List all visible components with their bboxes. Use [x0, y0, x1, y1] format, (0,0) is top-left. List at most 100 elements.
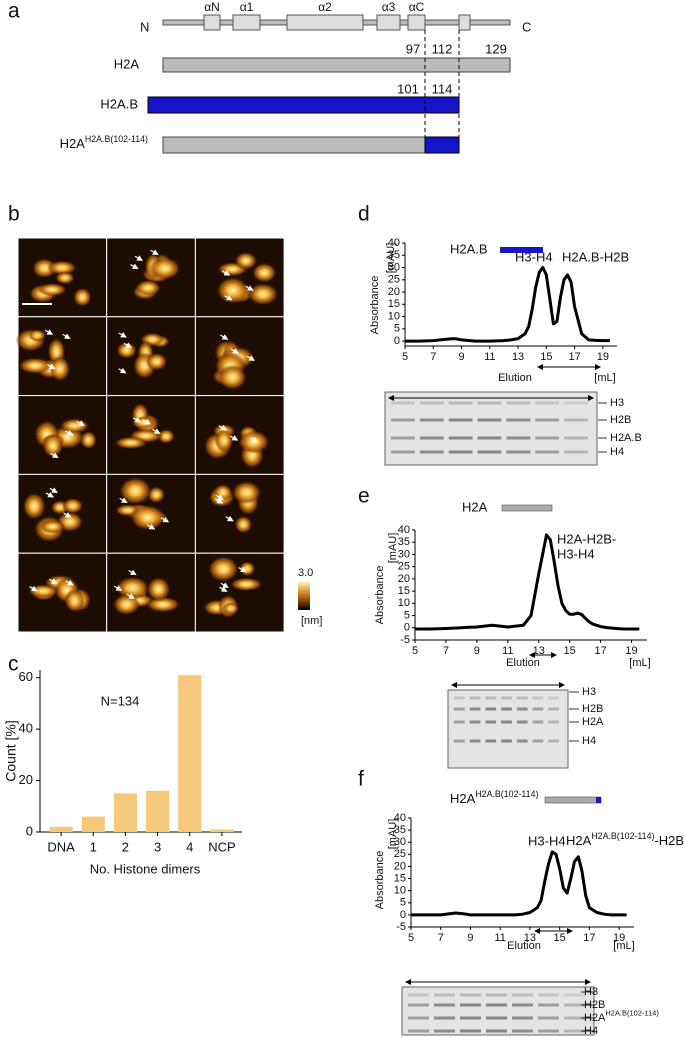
gel-band [532, 720, 544, 724]
y-tick-label: 15 [388, 298, 400, 310]
afm-blob [149, 257, 181, 280]
afm-arrow [220, 582, 229, 588]
helix-label: α3 [382, 0, 396, 14]
afm-image [106, 552, 196, 633]
afm-arrow [218, 424, 228, 431]
x-tick-label: 17 [568, 351, 580, 363]
afm-blob [28, 329, 47, 342]
gel-band [501, 739, 512, 743]
gel-band [516, 720, 528, 724]
bar [178, 675, 202, 832]
peak-label: H2A-H2B- [557, 531, 616, 546]
gel-band [506, 450, 531, 454]
afm-arrow [119, 497, 128, 503]
gel-band [535, 418, 560, 422]
gel-band [477, 436, 502, 440]
trace [411, 850, 627, 917]
bar [49, 826, 73, 832]
x-tick-label: 7 [438, 932, 444, 944]
panel-label: a [8, 0, 20, 23]
colorbar [298, 582, 310, 610]
y-axis-unit: [mAU] [387, 533, 399, 564]
gel-band [485, 707, 497, 711]
afm-blob [229, 577, 263, 592]
gel-band [538, 1029, 559, 1033]
afm-arrow [47, 363, 56, 370]
y-tick-label: 25 [394, 848, 406, 860]
gel-band [564, 1029, 585, 1033]
gel-band [486, 993, 507, 997]
gel-label: H2B [584, 999, 605, 1011]
panel-label: d [358, 203, 370, 226]
x-axis-unit: [mL] [629, 657, 650, 669]
gel-band [469, 696, 481, 700]
y-tick-label: 40 [394, 812, 406, 824]
afm-blob [234, 251, 258, 270]
construct-icon [500, 247, 543, 253]
afm-image [194, 316, 285, 397]
peak-label: H2AH2A.B(102-114)-H2B [566, 831, 684, 848]
afm-blob [22, 492, 46, 520]
afm-arrow [118, 332, 127, 338]
gel-band [548, 739, 559, 743]
afm-blob [247, 283, 279, 306]
afm-blob [131, 416, 156, 429]
x-tick-label: 17 [583, 932, 595, 944]
gel-band [485, 739, 497, 743]
construct-bar [424, 136, 460, 154]
peak-label: H2A.B-H2B [562, 249, 629, 264]
x-tick-label: 5 [412, 645, 418, 657]
colorbar-unit: [nm] [301, 615, 322, 627]
x-tick-label: 11 [494, 932, 505, 944]
afm-blob [146, 576, 171, 602]
panel-label: e [358, 485, 370, 508]
x-tick-label: 9 [458, 351, 464, 363]
x-tick-label: 15 [554, 932, 566, 944]
afm-arrow [76, 420, 85, 426]
afm-arrow [49, 578, 58, 584]
gel-label: H3 [582, 686, 596, 698]
x-tick-label: DNA [47, 839, 75, 854]
construct-bar [147, 96, 460, 114]
chart-title: H2A.B [450, 241, 488, 256]
afm-image [106, 237, 196, 318]
gel-label: H2B [610, 414, 631, 426]
afm-arrow [29, 585, 38, 592]
x-axis-title: No. Histone dimers [90, 861, 201, 876]
trace [405, 266, 610, 343]
y-axis-title: Absorbance [369, 276, 381, 335]
afm-arrow [49, 487, 58, 493]
helix-label: α1 [240, 0, 254, 14]
afm-arrow [50, 452, 59, 459]
afm-arrow [63, 512, 72, 518]
afm-arrow [128, 569, 137, 576]
x-tick-label: 2 [122, 839, 129, 854]
gel-band [408, 1029, 429, 1033]
n-terminus: N [140, 19, 149, 34]
afm-blob [135, 279, 161, 296]
y-tick-label: 15 [398, 585, 410, 597]
helix-box [203, 14, 221, 31]
construct-icon [501, 504, 553, 512]
x-tick-label: 13 [524, 932, 536, 944]
x-tick-label: 4 [186, 839, 193, 854]
afm-image [17, 395, 108, 475]
bar [81, 816, 105, 832]
gel-band [419, 401, 444, 405]
y-axis-title: Absorbance [374, 851, 386, 910]
y-axis-unit: [mAU] [387, 819, 399, 850]
gel-label: H3 [610, 397, 624, 409]
x-tick-label: 11 [484, 351, 495, 363]
afm-blob [213, 483, 233, 502]
afm-blob [237, 430, 270, 454]
gel-band [460, 993, 481, 997]
afm-image [106, 473, 196, 554]
gel-band [460, 1029, 481, 1033]
gel-band [548, 707, 559, 711]
afm-blob [64, 588, 85, 613]
afm-arrow [113, 585, 123, 591]
gel-band [538, 1003, 559, 1007]
gel-band [434, 1029, 455, 1033]
helix-label: α2 [318, 0, 332, 14]
afm-image [106, 395, 196, 475]
